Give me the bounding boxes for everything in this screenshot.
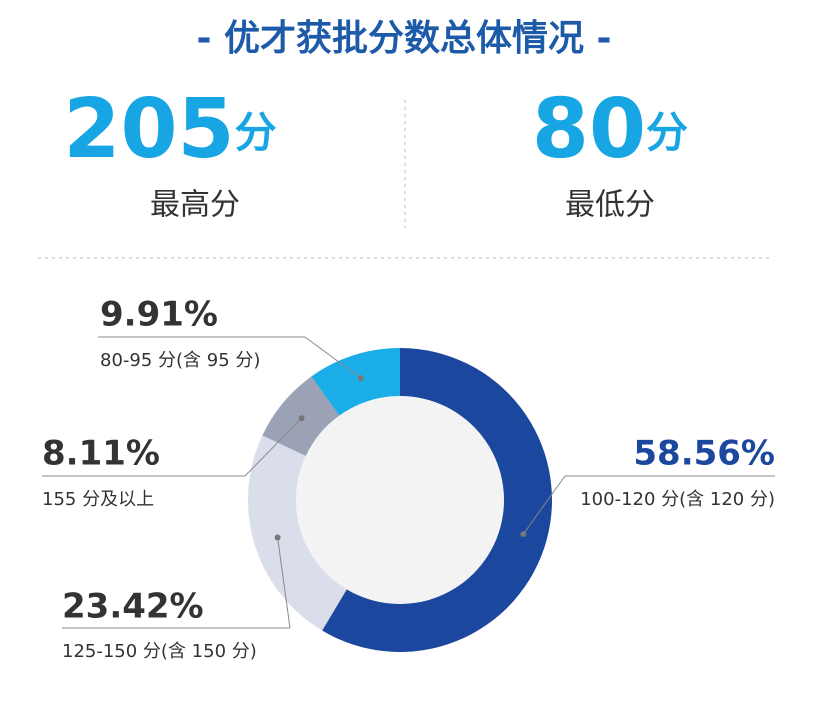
- stat-label: 最高分: [150, 188, 240, 223]
- stat-unit: 分: [646, 108, 688, 157]
- leader-dot: [274, 534, 281, 541]
- donut-slice: [311, 348, 400, 416]
- category-label: 125-150 分(含 150 分): [62, 641, 257, 662]
- donut-slice: [322, 348, 552, 652]
- percent-label: 23.42%: [62, 587, 204, 627]
- stat-value: 80分: [532, 82, 688, 177]
- category-label: 80-95 分(含 95 分): [100, 350, 260, 371]
- leader-dot: [357, 375, 364, 382]
- percent-label: 58.56%: [633, 434, 775, 474]
- leader-line: [277, 537, 291, 629]
- stat-number: 205: [63, 82, 234, 177]
- stat-unit: 分: [235, 108, 277, 157]
- donut-hole: [296, 396, 504, 604]
- leader-line: [244, 417, 302, 477]
- leader-dot: [520, 531, 527, 538]
- leader-line: [522, 475, 566, 535]
- leader-dot: [298, 415, 305, 422]
- stat-label: 最低分: [565, 188, 655, 223]
- category-label: 100-120 分(含 120 分): [580, 489, 775, 510]
- stat-value: 205分: [63, 82, 276, 177]
- title: - 优才获批分数总体情况 -: [197, 18, 612, 59]
- percent-label: 8.11%: [42, 434, 160, 474]
- category-label: 155 分及以上: [42, 489, 154, 510]
- donut-slice: [247, 435, 347, 631]
- leader-line: [304, 336, 362, 379]
- stat-number: 80: [532, 82, 646, 177]
- percent-label: 9.91%: [100, 295, 218, 335]
